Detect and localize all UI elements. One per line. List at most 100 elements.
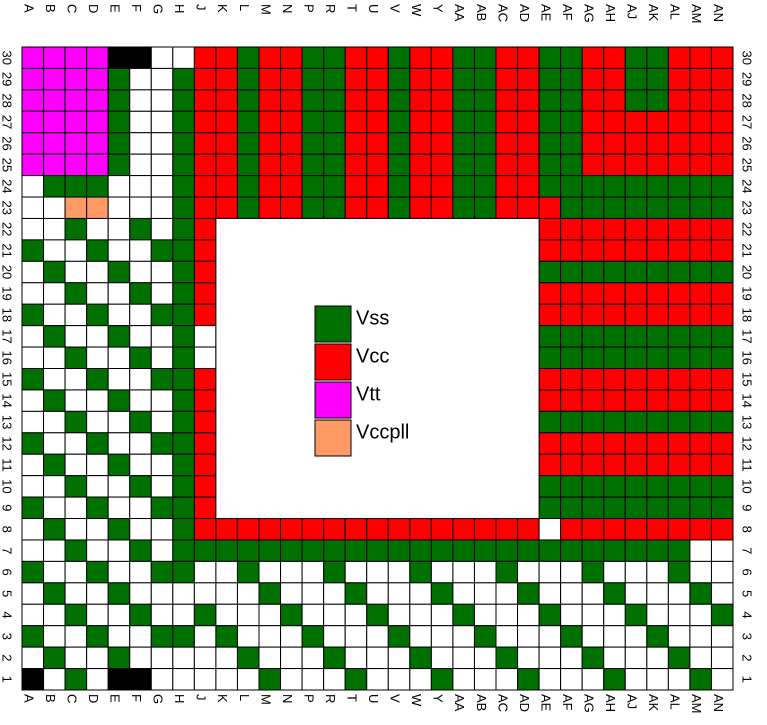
pin [366,89,389,112]
pin [560,346,583,370]
pin [646,282,669,305]
pin [107,110,131,134]
pin [21,560,45,584]
pin [344,46,368,69]
pin [430,518,454,541]
pin [236,175,260,198]
pin [107,217,131,241]
pin [495,153,519,177]
pin [193,196,217,219]
pin [86,410,109,434]
pin [560,389,583,412]
pin [452,603,475,627]
pin [624,175,648,198]
pin [538,46,562,69]
pin [129,582,152,605]
pin [538,389,562,412]
pin [646,625,669,648]
pin [107,175,131,198]
pin [581,175,605,198]
pin [538,432,562,455]
pin [710,539,734,562]
pin [560,646,583,670]
pin [495,518,519,541]
pin [64,175,88,198]
pin [344,518,368,541]
pin [667,325,691,348]
pin [86,110,109,134]
row-label-left: 15 [0,372,15,386]
pin [366,175,389,198]
pin [667,646,691,670]
pin [581,646,605,670]
pin [538,217,562,241]
pin [624,410,648,434]
pin [129,46,152,69]
pin [129,303,152,327]
pin [21,646,45,670]
pin [193,110,217,134]
pin [43,582,66,605]
pin [150,496,174,520]
pin [387,539,411,562]
row-label-right: 1 [740,676,755,683]
pin [581,518,605,541]
pin [689,518,712,541]
pin [710,303,734,327]
row-label-right: 6 [740,568,755,575]
pin [560,432,583,455]
pin [172,539,195,562]
pin [193,346,217,370]
pin [689,625,712,648]
pin [193,560,217,584]
column-label-bottom: AH [603,694,618,712]
pin [21,153,45,177]
pin [495,625,519,648]
pin [107,496,131,520]
pin [172,67,195,91]
pin [710,282,734,305]
pin [86,453,109,477]
pin [129,239,152,262]
pin [301,582,325,605]
pin [129,325,152,348]
pin [215,110,238,134]
pin [86,368,109,391]
pin [517,668,540,691]
row-label-right: 9 [740,504,755,511]
pin [150,132,174,155]
pin [280,539,303,562]
pin [538,196,562,219]
pin [689,432,712,455]
pin [517,175,540,198]
pin [172,132,195,155]
column-label-bottom: V [388,694,403,703]
column-label-top: D [86,4,101,13]
pin [86,475,109,498]
pin [193,368,217,391]
row-label-left: 16 [0,351,15,365]
pin [43,368,66,391]
column-label-top: AA [452,4,467,22]
pin [452,539,475,562]
pin [21,132,45,155]
pin [387,196,411,219]
pin [64,518,88,541]
column-label-bottom: H [172,694,187,703]
pin [172,368,195,391]
pin [430,67,454,91]
column-label-bottom: AF [560,694,575,711]
pin [236,46,260,69]
pin [646,260,669,284]
pin [21,239,45,262]
pin [21,175,45,198]
pin [258,518,282,541]
pin [603,668,626,691]
row-label-right: 25 [740,158,755,172]
pin [236,625,260,648]
pin [193,217,217,241]
pin [624,560,648,584]
pin [667,368,691,391]
pin [150,239,174,262]
pin [129,389,152,412]
